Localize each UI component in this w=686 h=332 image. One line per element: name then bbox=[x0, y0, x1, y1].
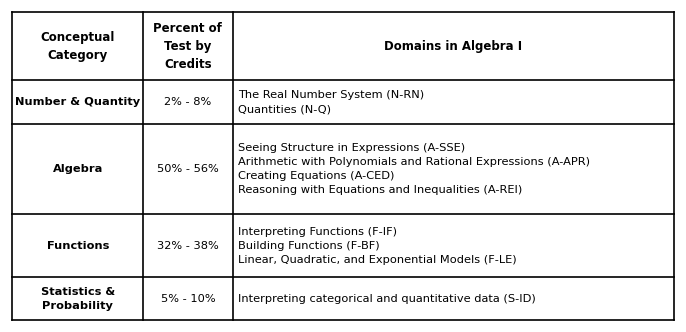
Text: Number & Quantity: Number & Quantity bbox=[15, 97, 141, 107]
Text: Seeing Structure in Expressions (A-SSE)
Arithmetic with Polynomials and Rational: Seeing Structure in Expressions (A-SSE) … bbox=[238, 143, 590, 195]
Text: Conceptual
Category: Conceptual Category bbox=[40, 31, 115, 61]
Text: The Real Number System (N-RN)
Quantities (N-Q): The Real Number System (N-RN) Quantities… bbox=[238, 90, 424, 114]
Text: Domains in Algebra I: Domains in Algebra I bbox=[384, 40, 522, 52]
Text: Interpreting Functions (F-IF)
Building Functions (F-BF)
Linear, Quadratic, and E: Interpreting Functions (F-IF) Building F… bbox=[238, 227, 517, 265]
Text: Functions: Functions bbox=[47, 241, 109, 251]
Text: Statistics &
Probability: Statistics & Probability bbox=[40, 287, 115, 311]
Text: Percent of
Test by
Credits: Percent of Test by Credits bbox=[154, 22, 222, 70]
Text: 32% - 38%: 32% - 38% bbox=[157, 241, 219, 251]
Text: 5% - 10%: 5% - 10% bbox=[161, 294, 215, 304]
Text: 50% - 56%: 50% - 56% bbox=[157, 164, 219, 174]
Text: Interpreting categorical and quantitative data (S-ID): Interpreting categorical and quantitativ… bbox=[238, 294, 536, 304]
Text: Algebra: Algebra bbox=[53, 164, 103, 174]
Text: 2% - 8%: 2% - 8% bbox=[165, 97, 211, 107]
